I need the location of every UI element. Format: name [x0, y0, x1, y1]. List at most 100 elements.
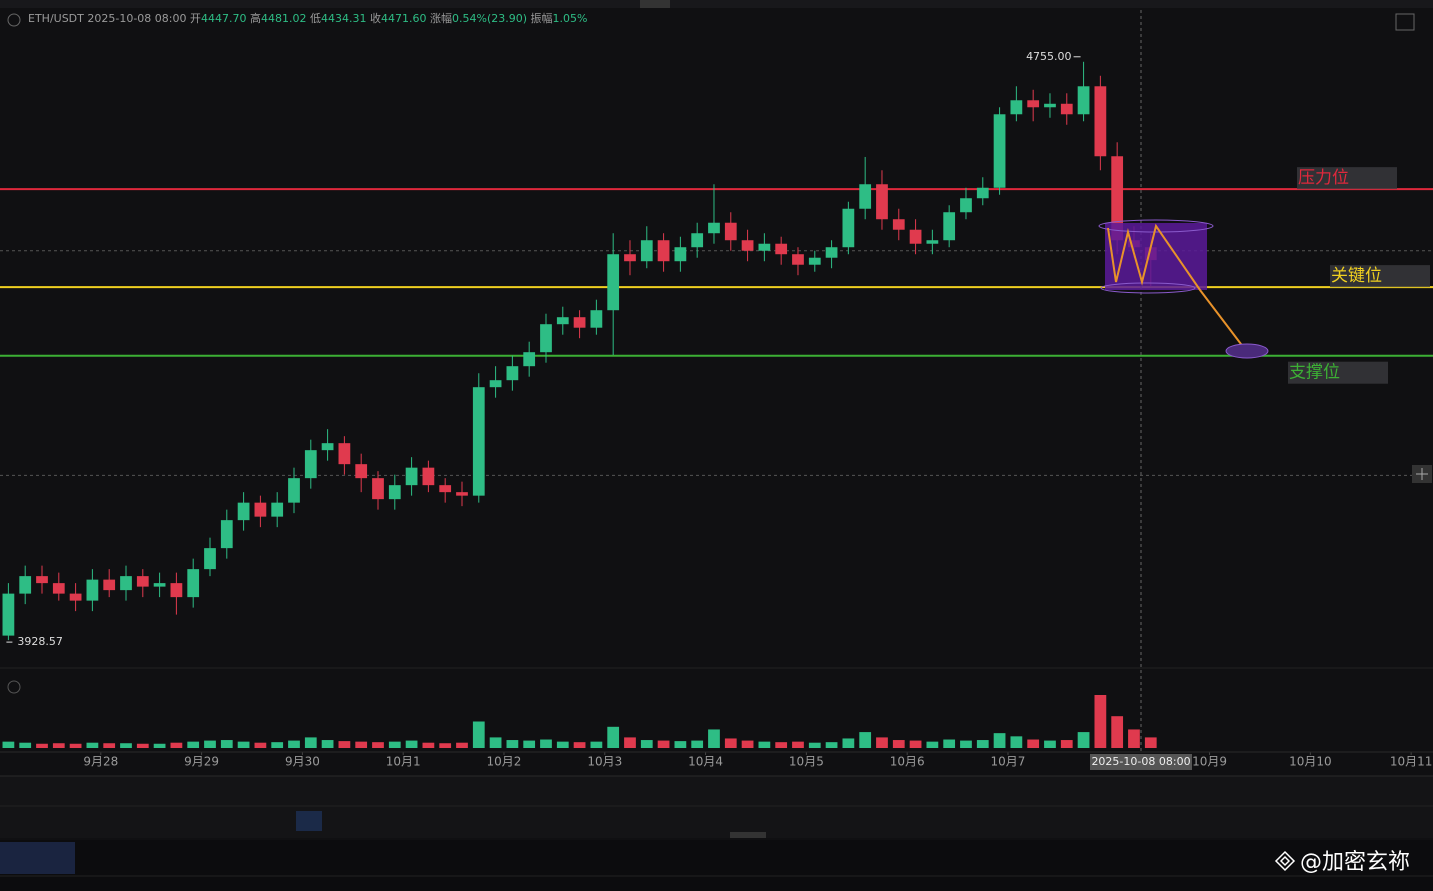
active-tab-bg — [0, 842, 75, 874]
volume-bar — [136, 743, 149, 748]
volume-bar — [456, 742, 468, 748]
candle-body — [69, 593, 82, 601]
candle-body — [556, 317, 569, 325]
candle-body — [304, 450, 317, 479]
label: 开 — [190, 12, 201, 25]
candle-body — [590, 310, 603, 328]
volume-bar — [405, 740, 418, 748]
volume-bar — [943, 739, 956, 748]
volume-bar — [52, 743, 65, 748]
drawing-box-bottom — [1100, 282, 1196, 294]
candle-body — [859, 184, 872, 209]
x-tick-label: 10月4 — [688, 755, 723, 769]
candle-body — [372, 478, 384, 500]
candle-body — [170, 583, 183, 598]
watermark-logo — [1274, 850, 1296, 872]
volume-bar — [976, 740, 989, 748]
crosshair-label-bg — [1090, 754, 1192, 770]
volume-bar — [741, 740, 754, 748]
volume-bar — [103, 743, 116, 748]
volume-bar — [489, 737, 502, 748]
volume-bar — [573, 742, 586, 748]
candle-body — [1077, 86, 1090, 115]
candle-body — [724, 222, 737, 241]
candle-body — [540, 324, 552, 353]
candle-body — [674, 247, 687, 262]
candle-body — [523, 352, 536, 367]
candle-body — [388, 485, 401, 500]
volume-bar — [1010, 736, 1023, 748]
volume-bar — [2, 741, 15, 748]
candle-body — [489, 380, 502, 388]
volume-bar — [237, 741, 250, 748]
volume-bar — [439, 743, 452, 748]
candle-body — [691, 233, 704, 248]
drawing-box — [1105, 223, 1207, 290]
volume-bar — [657, 740, 670, 748]
volume-bar — [472, 721, 485, 748]
volume-bar — [254, 742, 267, 748]
x-tick-label: 10月11 — [1390, 755, 1433, 769]
candle-body — [254, 502, 267, 517]
fullscreen-icon[interactable] — [1395, 13, 1415, 31]
drawing-target — [1225, 343, 1269, 359]
eye-icon[interactable] — [7, 680, 21, 694]
volume-bar — [153, 743, 166, 748]
candle-body — [153, 583, 166, 587]
candle-body — [909, 229, 922, 244]
volume-bar — [355, 741, 368, 748]
candle-body — [876, 184, 888, 220]
volume-bar — [220, 740, 233, 748]
candle-body — [136, 576, 149, 587]
volume-bar — [86, 742, 99, 748]
value: 4471.60 — [381, 12, 427, 25]
candle-body — [775, 243, 788, 255]
volume-bar — [842, 738, 855, 748]
candle-body — [439, 485, 452, 493]
candle-body — [993, 114, 1006, 188]
volume-bar — [1144, 737, 1157, 748]
x-tick-label: 10月10 — [1289, 755, 1332, 769]
level-label: 关键位 — [1331, 266, 1382, 286]
candle-body — [187, 569, 200, 598]
volume-bar — [960, 740, 972, 748]
x-tick-label: 10月7 — [991, 755, 1026, 769]
candle-body — [708, 222, 720, 234]
volume-bar — [271, 742, 284, 748]
volume-bar — [204, 740, 216, 748]
ohlc-header: ETH/USDT 2025-10-08 08:00 开4447.70 高4481… — [28, 11, 587, 25]
active-timeframe-bg — [296, 811, 322, 831]
volume-bar — [1044, 740, 1056, 748]
candle-body — [86, 579, 99, 601]
candle-body — [1010, 100, 1023, 115]
candle-body — [2, 593, 15, 636]
candle-body — [1044, 103, 1056, 108]
label: 低 — [310, 12, 321, 25]
crosshair-label: 2025-10-08 08:00 — [1091, 755, 1190, 768]
x-tick-label: 9月29 — [184, 755, 219, 769]
candle-body — [355, 464, 368, 479]
volume-bar — [993, 733, 1006, 748]
volume-bar — [372, 742, 384, 748]
collapse-handle[interactable] — [730, 832, 766, 838]
volume-bar — [640, 740, 653, 748]
level-label-bg — [1297, 167, 1397, 190]
eye-icon[interactable] — [7, 13, 21, 27]
value: 0.54%(23.90) — [452, 12, 527, 25]
candle-body — [506, 366, 519, 381]
candle-body — [237, 502, 250, 521]
candle-body — [607, 254, 620, 311]
volume-bar — [1111, 716, 1124, 748]
x-tick-label: 10月5 — [789, 755, 824, 769]
volume-bar — [69, 743, 82, 748]
label: 收 — [370, 11, 381, 25]
candle-body — [640, 240, 653, 262]
min-price-label: 3928.57 — [17, 635, 63, 648]
candle-body — [892, 219, 905, 230]
volume-bar — [792, 741, 804, 748]
candle-body — [321, 443, 334, 451]
symbol: ETH/USDT — [28, 12, 84, 25]
volume-bar — [607, 726, 620, 748]
volume-bar — [624, 737, 636, 748]
